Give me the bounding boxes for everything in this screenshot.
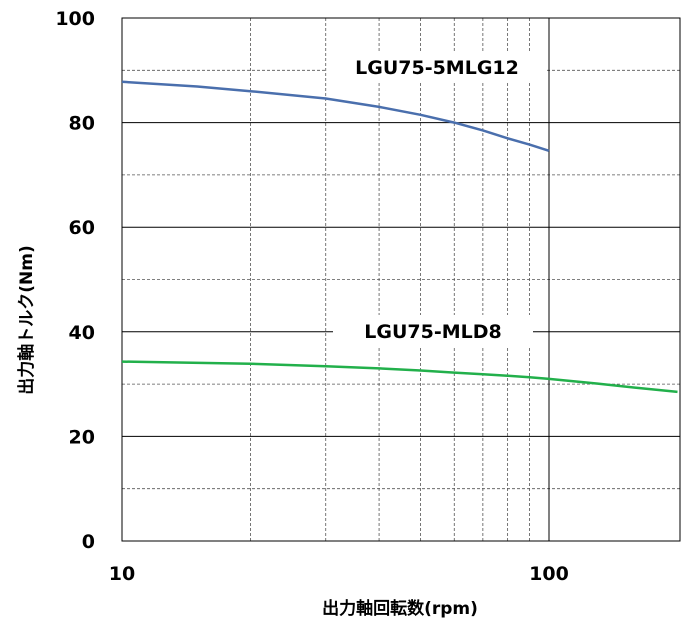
x-tick-label: 100 — [529, 563, 569, 585]
y-tick-label: 40 — [69, 322, 95, 344]
y-tick-label: 100 — [55, 8, 95, 30]
plot-border — [121, 17, 681, 542]
series-line-1 — [121, 360, 678, 394]
y-tick-label: 60 — [69, 217, 95, 239]
x-tick-labels: 10 100 — [109, 563, 569, 585]
y-tick-label: 80 — [69, 113, 95, 135]
y-tick-labels: 0 20 40 60 80 100 — [55, 8, 95, 553]
series-label-0: LGU75-5MLG12 — [355, 57, 519, 79]
x-tick-label: 10 — [109, 563, 135, 585]
series-lines — [121, 80, 678, 394]
y-tick-label: 0 — [82, 531, 95, 553]
series-label-1: LGU75-MLD8 — [364, 321, 501, 343]
series-labels: LGU75-5MLG12 LGU75-MLD8 — [355, 57, 519, 343]
minor-gridlines — [122, 18, 680, 541]
series-label-bg-0 — [327, 51, 547, 83]
y-tick-label: 20 — [69, 426, 95, 448]
x-axis-label: 出力軸回転数(rpm) — [322, 598, 478, 619]
series-line-0 — [121, 80, 550, 152]
major-gridlines — [122, 18, 680, 541]
y-axis-label: 出力軸トルク(Nm) — [16, 245, 37, 394]
series-label-backgrounds — [327, 51, 547, 347]
series-label-bg-1 — [333, 315, 533, 347]
